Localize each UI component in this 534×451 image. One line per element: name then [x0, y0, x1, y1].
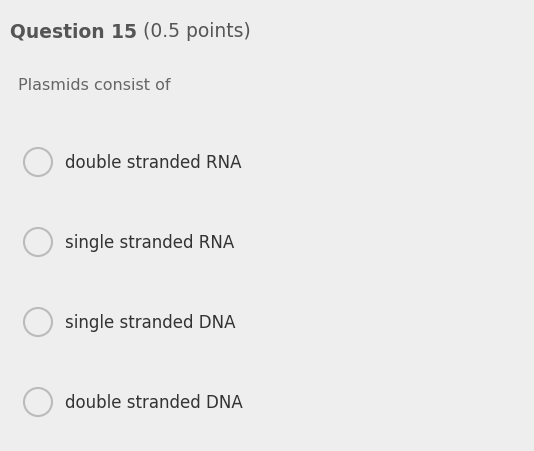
- Text: single stranded RNA: single stranded RNA: [65, 234, 234, 252]
- Text: double stranded DNA: double stranded DNA: [65, 393, 243, 411]
- Ellipse shape: [24, 229, 52, 257]
- Ellipse shape: [24, 308, 52, 336]
- Text: single stranded DNA: single stranded DNA: [65, 313, 235, 331]
- Ellipse shape: [24, 388, 52, 416]
- Ellipse shape: [24, 149, 52, 177]
- Text: Question 15: Question 15: [10, 22, 137, 41]
- Text: Plasmids consist of: Plasmids consist of: [18, 78, 170, 93]
- Text: (0.5 points): (0.5 points): [137, 22, 251, 41]
- Text: double stranded RNA: double stranded RNA: [65, 154, 241, 172]
